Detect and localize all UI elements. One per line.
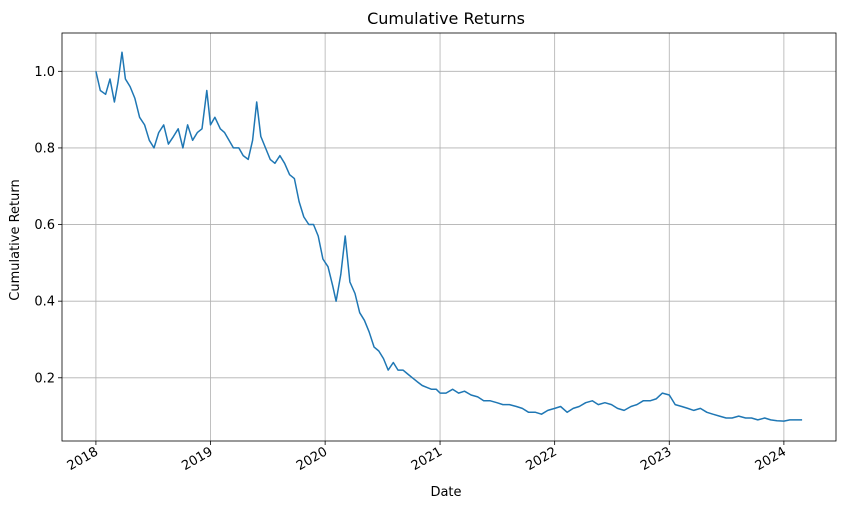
grid [62,33,836,441]
chart-title: Cumulative Returns [367,9,525,28]
x-axis-label: Date [430,485,461,500]
series-layer [95,51,803,422]
y-tick-label: 1.0 [34,65,55,80]
series-line [95,51,803,422]
y-tick-label: 0.2 [34,371,55,386]
y-tick-label: 0.4 [34,295,55,310]
y-tick-label: 0.8 [34,141,55,156]
y-axis-label: Cumulative Return [8,179,23,300]
plot-frame [61,32,837,442]
y-tick-label: 0.6 [34,218,55,233]
